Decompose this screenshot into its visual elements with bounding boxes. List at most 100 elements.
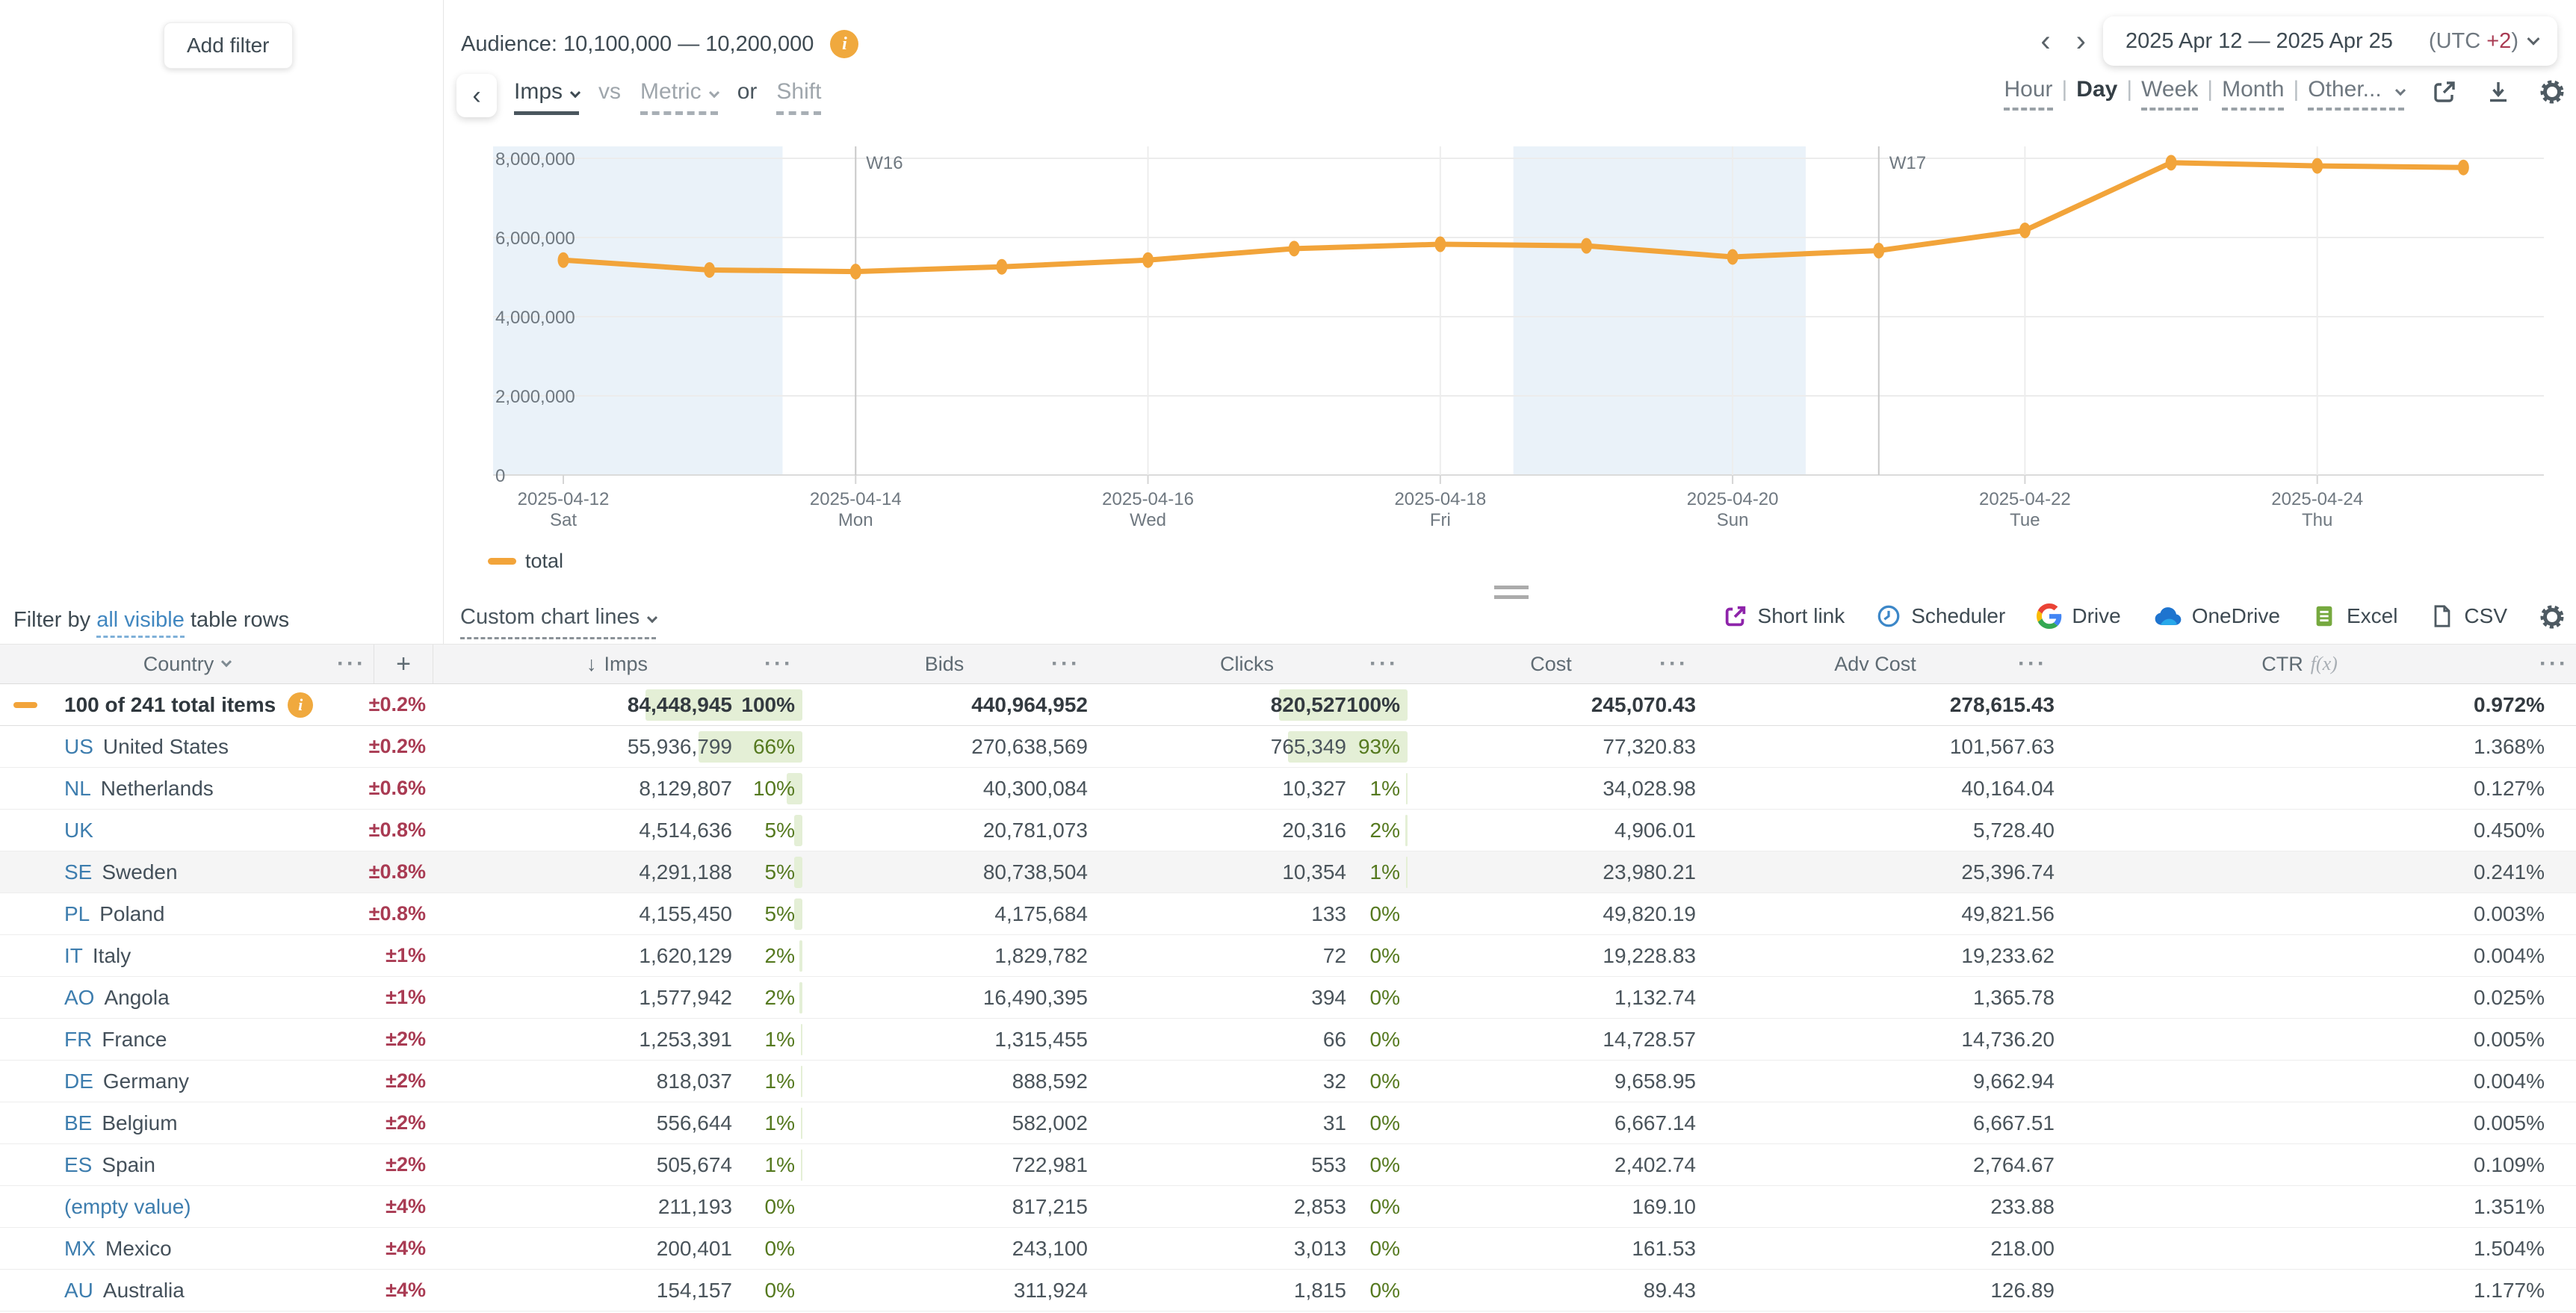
error-margin-cell: ±4% (386, 1279, 426, 1301)
csv-export-button[interactable]: CSV (2429, 603, 2507, 629)
impressions-line-chart[interactable]: 0 2,000,000 4,000,000 6,000,000 8,000,000 W16… (443, 142, 2576, 541)
country-cell[interactable]: PL Poland (0, 893, 374, 934)
error-margin-cell: ±2% (386, 1070, 426, 1092)
short-link-button[interactable]: Short link (1723, 603, 1845, 629)
table-row[interactable]: FR France ±2% 1,253,391 1% 1,315,455 66 0% 14,72… (0, 1019, 2576, 1061)
country-code-link[interactable]: DE (64, 1069, 93, 1093)
table-row[interactable]: ES Spain ±2% 505,674 1% 722,981 553 0% 2,402.74 2… (0, 1144, 2576, 1186)
info-icon[interactable]: i (288, 692, 314, 718)
country-code-link[interactable]: IT (64, 943, 83, 967)
table-row[interactable]: MX Mexico ±4% 200,401 0% 243,100 3,013 0% 161.53… (0, 1228, 2576, 1270)
table-row[interactable]: (empty value) ±4% 211,193 0% 817,215 2,853 0% 1… (0, 1186, 2576, 1228)
column-header-cost[interactable]: Cost ··· (1530, 651, 1688, 676)
table-settings-gear-icon[interactable] (2539, 603, 2566, 630)
resize-grip[interactable] (1494, 586, 1529, 605)
country-code-link[interactable]: MX (64, 1236, 96, 1260)
clicks-cell: 3,013 0% (1293, 1236, 1400, 1260)
download-icon[interactable] (2485, 78, 2512, 105)
table-row[interactable]: DE Germany ±2% 818,037 1% 888,592 32 0% 9,658.95… (0, 1061, 2576, 1102)
country-cell[interactable]: (empty value) (0, 1186, 374, 1227)
share-bar (1279, 689, 1408, 721)
shift-toggle[interactable]: Shift (776, 79, 822, 115)
table-row[interactable]: IT Italy ±1% 1,620,129 2% 1,829,782 72 0% 19,228… (0, 935, 2576, 977)
granularity-option-other[interactable]: Other... (2308, 77, 2406, 111)
next-range-button[interactable]: › (2075, 25, 2086, 58)
collapse-panel-button[interactable]: ‹ (456, 74, 497, 117)
google-drive-button[interactable]: Drive (2037, 603, 2121, 629)
ctr-cell: 0.241% (2474, 860, 2545, 884)
country-cell[interactable]: AU Australia (0, 1270, 374, 1311)
country-cell[interactable]: AO Angola (0, 977, 374, 1018)
bids-cell: 311,924 (1013, 1278, 1088, 1302)
granularity-option-day[interactable]: Day (2076, 77, 2118, 102)
table-row[interactable]: NL Netherlands ±0.6% 8,129,807 10% 40,300,084… (0, 768, 2576, 810)
country-cell[interactable]: ES Spain (0, 1144, 374, 1185)
column-menu-icon[interactable]: ··· (2539, 651, 2569, 676)
country-code-link[interactable]: SE (64, 860, 93, 884)
table-row[interactable]: AU Australia ±4% 154,157 0% 311,924 1,815 0% 89.… (0, 1270, 2576, 1312)
clicks-cell: 2,853 0% (1293, 1194, 1400, 1218)
add-column-button[interactable]: + (374, 645, 433, 683)
all-visible-link[interactable]: all visible (96, 608, 185, 638)
share-bar (794, 898, 802, 930)
column-header-imps[interactable]: ↓ Imps ··· (586, 651, 793, 676)
column-menu-icon[interactable]: ··· (1369, 651, 1399, 676)
table-row-total[interactable]: 100 of 241 total items i ±0.2% 84,448,945 10… (0, 684, 2576, 726)
column-header-bids[interactable]: Bids ··· (924, 651, 1080, 676)
country-code-link[interactable]: US (64, 734, 93, 758)
column-header-country[interactable]: Country ··· (143, 651, 366, 676)
country-cell[interactable]: IT Italy (0, 935, 374, 976)
country-cell[interactable]: NL Netherlands (0, 768, 374, 809)
add-filter-button[interactable]: Add filter (164, 22, 293, 69)
country-cell[interactable]: FR France (0, 1019, 374, 1060)
prev-range-button[interactable]: ‹ (2040, 25, 2051, 58)
country-cell[interactable]: 100 of 241 total items i (0, 684, 374, 725)
column-menu-icon[interactable]: ··· (764, 651, 793, 676)
ctr-cell: 1.177% (2474, 1278, 2545, 1302)
open-in-new-icon[interactable] (2431, 78, 2458, 105)
date-range-picker[interactable]: 2025 Apr 12 — 2025 Apr 25 (UTC +2) (2103, 16, 2557, 66)
country-code-link[interactable]: PL (64, 901, 90, 925)
column-menu-icon[interactable]: ··· (337, 651, 366, 676)
country-cell[interactable]: MX Mexico (0, 1228, 374, 1269)
imps-cell: 4,155,450 5% (433, 893, 802, 934)
table-row[interactable]: PL Poland ±0.8% 4,155,450 5% 4,175,684 133 0% 49… (0, 893, 2576, 935)
chart-metric-controls: Imps vs Metric or Shift (514, 79, 822, 115)
country-code-link[interactable]: ES (64, 1152, 93, 1176)
excel-export-button[interactable]: Excel (2312, 603, 2397, 629)
column-menu-icon[interactable]: ··· (1051, 651, 1080, 676)
country-code-link[interactable]: BE (64, 1111, 93, 1134)
legend-line-chip (488, 558, 516, 565)
info-icon[interactable]: i (830, 30, 859, 58)
table-row[interactable]: UK ±0.8% 4,514,636 5% 20,781,073 20,316 2% 4,90… (0, 810, 2576, 851)
granularity-option-month[interactable]: Month (2222, 77, 2285, 111)
column-menu-icon[interactable]: ··· (2018, 651, 2047, 676)
country-code-link[interactable]: UK (64, 818, 93, 842)
country-cell[interactable]: BE Belgium (0, 1102, 374, 1143)
granularity-option-hour[interactable]: Hour (2004, 77, 2053, 111)
table-row[interactable]: SE Sweden ±0.8% 4,291,188 5% 80,738,504 10,354… (0, 851, 2576, 893)
metric-primary-dropdown[interactable]: Imps (514, 79, 581, 115)
column-header-clicks[interactable]: Clicks ··· (1220, 651, 1399, 676)
country-cell[interactable]: UK (0, 810, 374, 851)
scheduler-button[interactable]: Scheduler (1876, 603, 2005, 629)
metric-secondary-dropdown[interactable]: Metric (640, 79, 719, 115)
custom-chart-lines-dropdown[interactable]: Custom chart lines (460, 605, 658, 639)
country-code-link[interactable]: FR (64, 1027, 93, 1051)
country-code-link[interactable]: AO (64, 985, 95, 1009)
country-code-link[interactable]: AU (64, 1278, 93, 1302)
granularity-option-week[interactable]: Week (2141, 77, 2199, 111)
table-row[interactable]: US United States ±0.2% 55,936,799 66% 270,638… (0, 726, 2576, 768)
onedrive-button[interactable]: OneDrive (2152, 604, 2280, 628)
table-row[interactable]: AO Angola ±1% 1,577,942 2% 16,490,395 394 0% 1,1… (0, 977, 2576, 1019)
country-cell[interactable]: US United States (0, 726, 374, 767)
country-name: Belgium (102, 1111, 178, 1134)
country-code-link[interactable]: NL (64, 776, 91, 800)
table-row[interactable]: BE Belgium ±2% 556,644 1% 582,002 31 0% 6,667.14… (0, 1102, 2576, 1144)
column-header-adv-cost[interactable]: Adv Cost ··· (1834, 651, 2047, 676)
country-cell[interactable]: SE Sweden (0, 851, 374, 893)
column-menu-icon[interactable]: ··· (1659, 651, 1688, 676)
column-header-ctr[interactable]: CTR f(x) (2261, 652, 2338, 675)
country-cell[interactable]: DE Germany (0, 1061, 374, 1102)
settings-gear-icon[interactable] (2539, 78, 2566, 105)
